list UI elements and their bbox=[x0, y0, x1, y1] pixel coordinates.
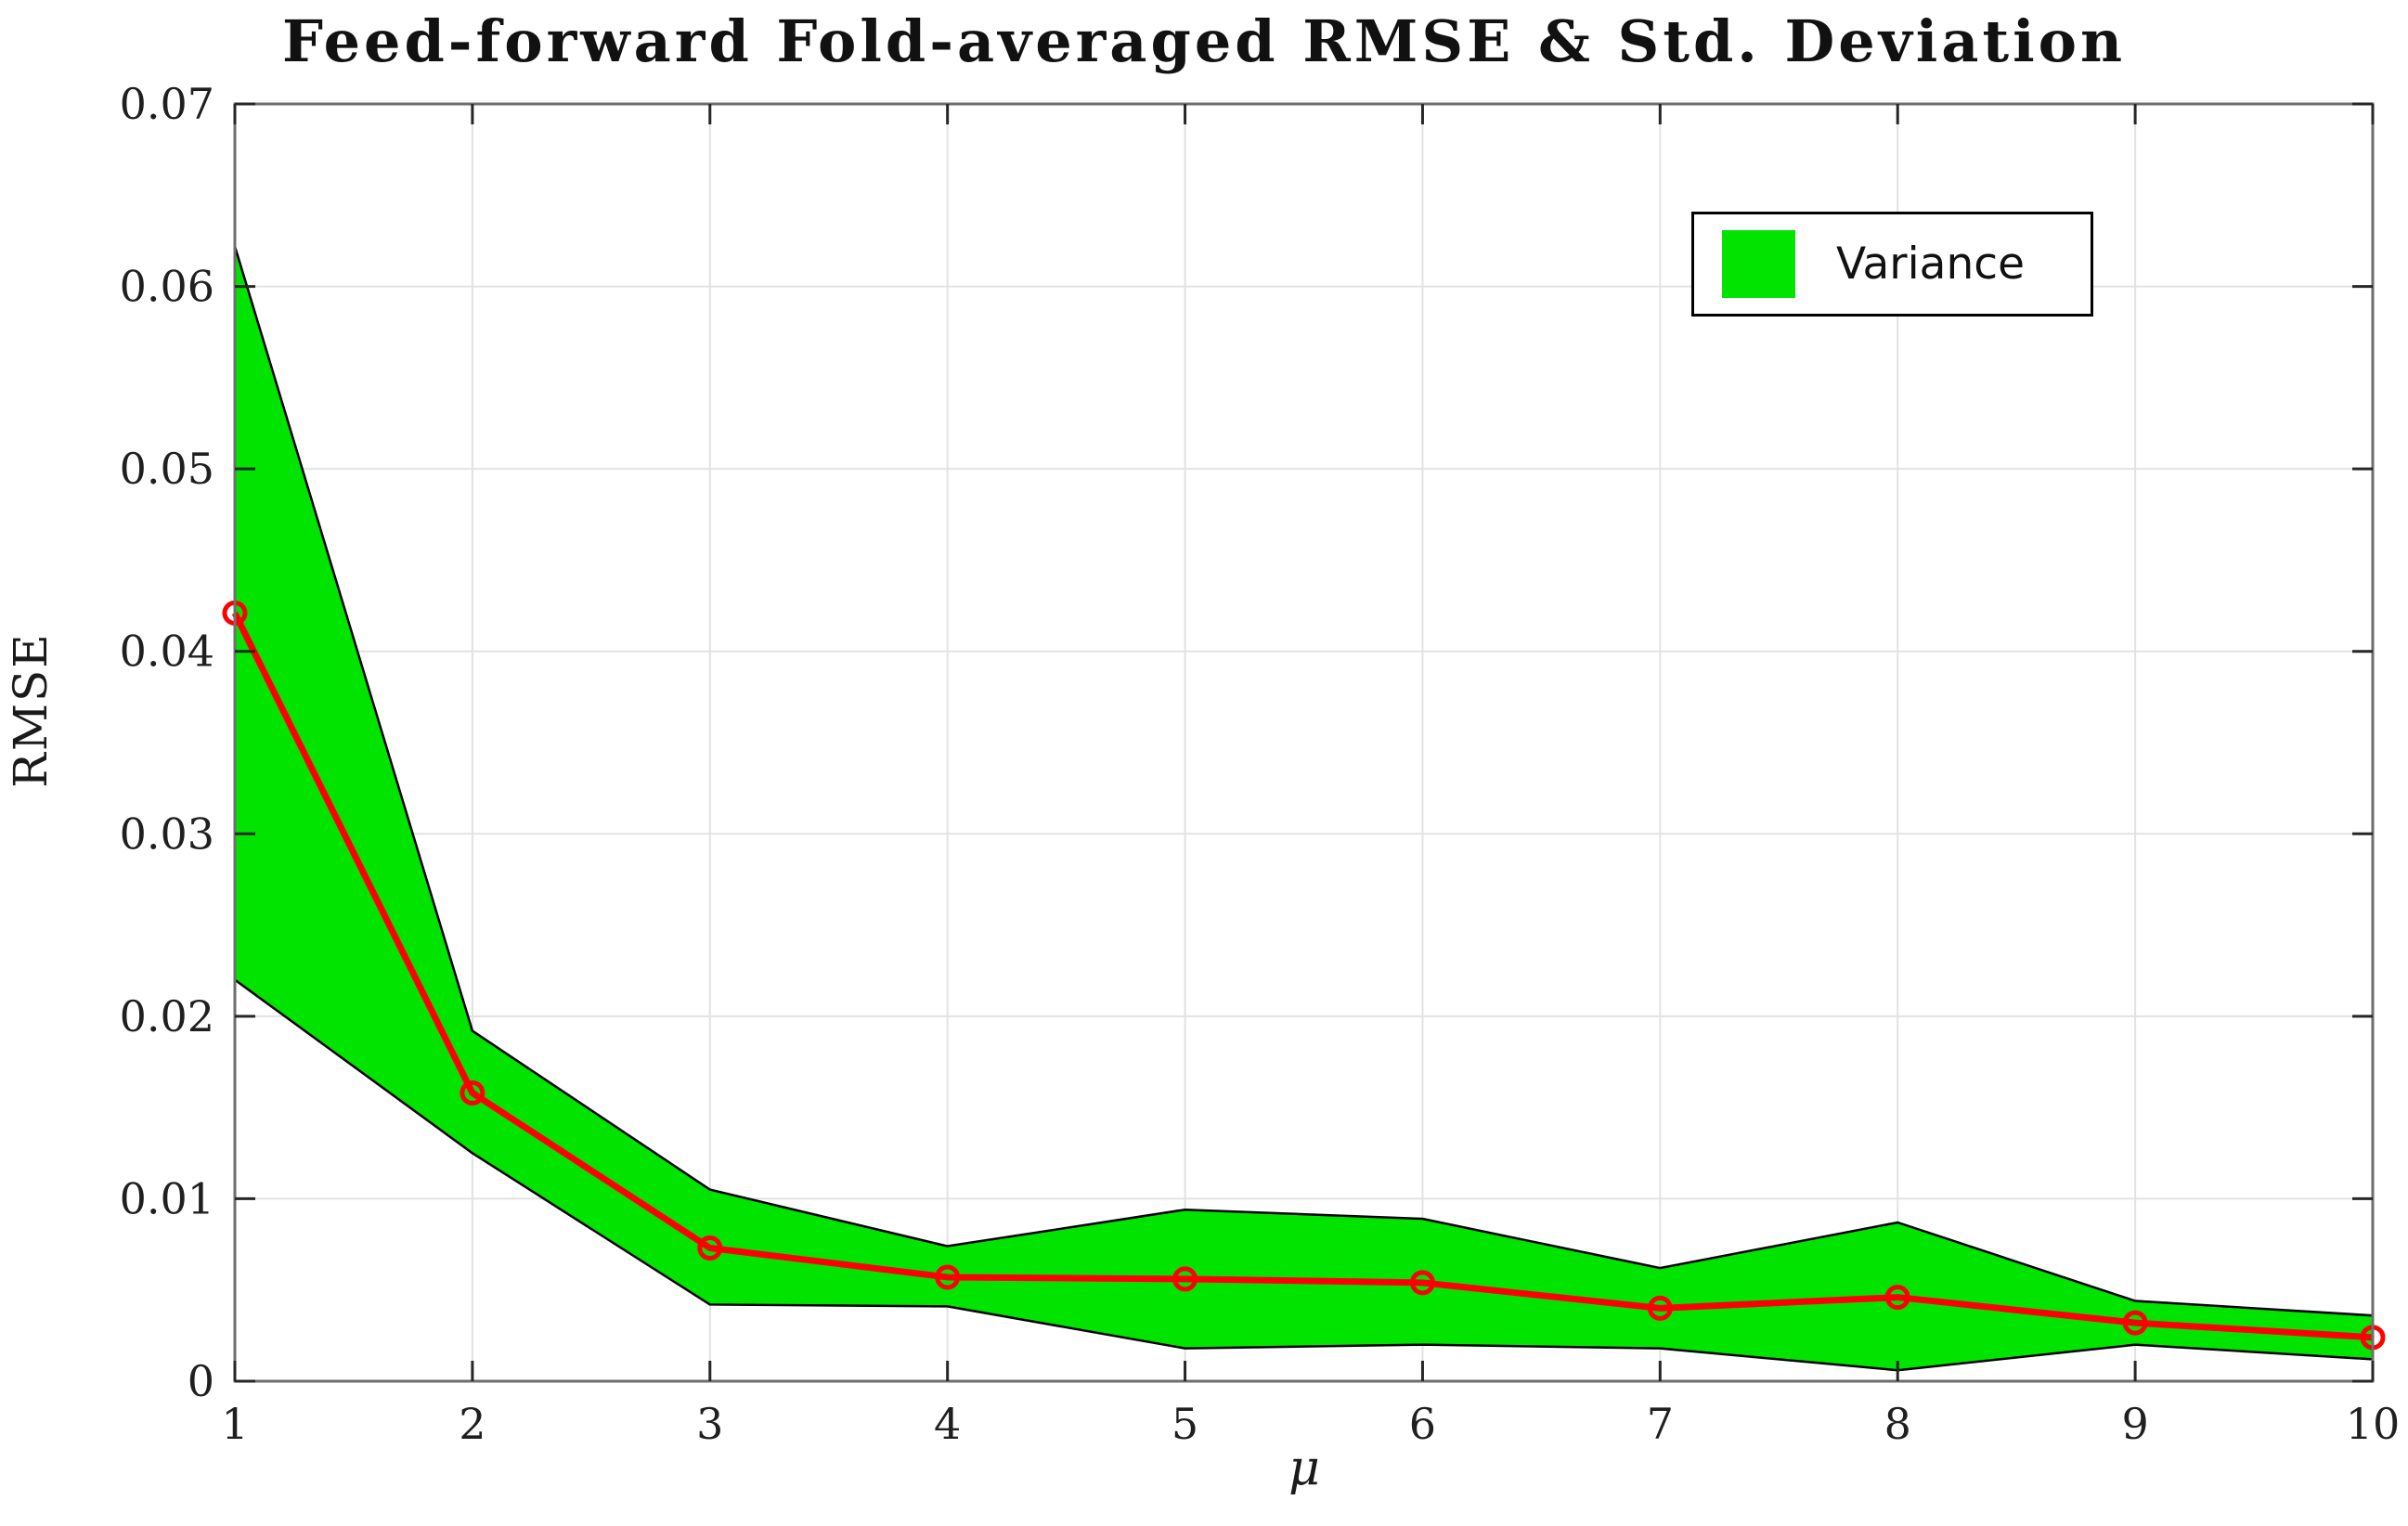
data-point-marker bbox=[1172, 1266, 1198, 1292]
data-point-marker bbox=[460, 1080, 485, 1106]
data-point-marker bbox=[2122, 1310, 2148, 1336]
y-tick-label: 0.03 bbox=[120, 808, 214, 859]
data-point-marker bbox=[1647, 1295, 1673, 1321]
y-tick-label: 0.01 bbox=[120, 1173, 214, 1223]
x-tick-label: 10 bbox=[2346, 1399, 2401, 1449]
y-tick-label: 0.07 bbox=[120, 79, 214, 129]
data-point-marker bbox=[1884, 1285, 1910, 1311]
x-tick-label: 7 bbox=[1647, 1399, 1674, 1449]
y-tick-label: 0.05 bbox=[120, 444, 214, 494]
y-tick-label: 0.02 bbox=[120, 991, 214, 1041]
rmse-line bbox=[231, 611, 2374, 1341]
x-tick-label: 9 bbox=[2121, 1399, 2148, 1449]
legend-variance-label: Variance bbox=[1836, 239, 2026, 290]
data-point-marker bbox=[697, 1235, 723, 1261]
x-axis-label: μ bbox=[1288, 1441, 1320, 1496]
x-tick-label: 6 bbox=[1409, 1399, 1436, 1449]
y-tick-label: 0 bbox=[188, 1356, 214, 1406]
x-tick-label: 8 bbox=[1884, 1399, 1911, 1449]
legend: Variance bbox=[1691, 212, 2093, 317]
x-tick-label: 2 bbox=[459, 1399, 485, 1449]
x-tick-label: 1 bbox=[221, 1399, 248, 1449]
chart-title: Feed-forward Fold-averaged RMSE & Std. D… bbox=[281, 7, 2127, 75]
y-tick-label: 0.06 bbox=[120, 262, 214, 312]
legend-variance-swatch bbox=[1722, 230, 1795, 298]
data-point-marker bbox=[935, 1264, 961, 1290]
x-tick-label: 3 bbox=[696, 1399, 723, 1449]
data-point-marker bbox=[1409, 1270, 1435, 1296]
x-tick-label: 5 bbox=[1172, 1399, 1198, 1449]
y-tick-label: 0.04 bbox=[120, 627, 214, 677]
variance-band bbox=[233, 245, 2375, 1372]
axis-box bbox=[233, 102, 2375, 1383]
x-tick-label: 4 bbox=[934, 1399, 961, 1449]
y-axis-label: RMSE bbox=[4, 632, 58, 788]
